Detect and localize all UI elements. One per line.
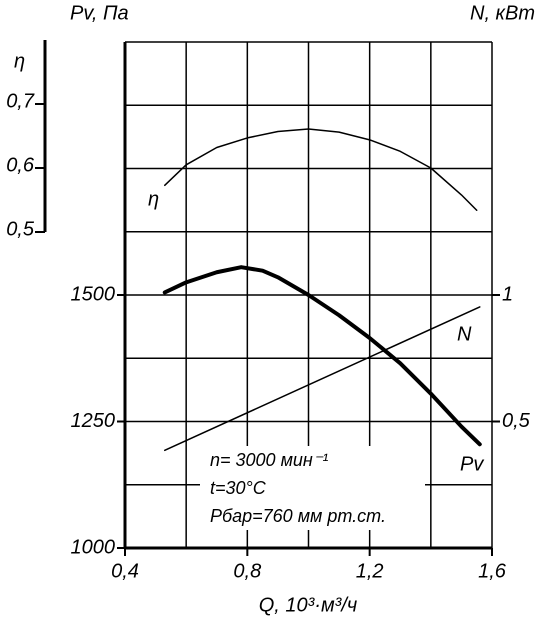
annotation-bg <box>200 446 425 530</box>
y-tick-label: 1250 <box>71 410 116 432</box>
annotation: t=30°C <box>210 478 267 498</box>
y2-tick-label: 0,5 <box>502 410 531 432</box>
x-axis-label: Q, 10³·м³/ч <box>259 594 358 616</box>
series-label: N <box>457 323 472 345</box>
eta-tick-label: 0,5 <box>6 218 35 240</box>
x-tick-label: 0,4 <box>111 560 139 582</box>
y-tick-label: 1000 <box>71 536 116 558</box>
series-label: Pv <box>460 453 484 475</box>
y-axis-label: Pv, Па <box>70 2 129 24</box>
x-tick-label: 0,8 <box>233 560 261 582</box>
line-series <box>164 128 478 211</box>
eta-axis-label: η <box>14 50 25 72</box>
y-tick-label: 1500 <box>71 283 116 305</box>
label-bg <box>456 452 486 478</box>
eta-tick-label: 0,7 <box>6 90 35 112</box>
label-bg <box>453 322 483 348</box>
annotation: n= 3000 мин⁻¹ <box>210 450 328 470</box>
y2-tick-label: 1 <box>502 283 513 305</box>
series-label: η <box>148 188 159 210</box>
annotation: Рбар=760 мм рт.ст. <box>210 506 386 526</box>
eta-tick-label: 0,6 <box>6 154 35 176</box>
x-tick-label: 1,6 <box>478 560 507 582</box>
y2-axis-label: N, кВт <box>470 2 535 24</box>
label-bg <box>144 187 174 213</box>
line-series <box>162 265 482 447</box>
line-series <box>164 306 481 452</box>
x-tick-label: 1,2 <box>356 560 384 582</box>
